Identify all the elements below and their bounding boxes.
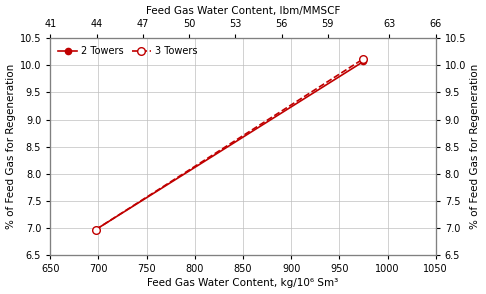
Legend: 2 Towers, 3 Towers: 2 Towers, 3 Towers (55, 43, 201, 59)
X-axis label: Feed Gas Water Content, lbm/MMSCF: Feed Gas Water Content, lbm/MMSCF (146, 6, 340, 16)
Line: 3 Towers: 3 Towers (92, 55, 367, 233)
X-axis label: Feed Gas Water Content, kg/10⁶ Sm³: Feed Gas Water Content, kg/10⁶ Sm³ (147, 278, 339, 288)
Y-axis label: % of Feed Gas for Regeneration: % of Feed Gas for Regeneration (470, 64, 481, 229)
2 Towers (93, 228, 99, 231)
Line: 2 Towers: 2 Towers (92, 58, 366, 233)
2 Towers (361, 60, 366, 63)
Y-axis label: % of Feed Gas for Regeneration: % of Feed Gas for Regeneration (5, 64, 16, 229)
3 Towers (361, 57, 366, 61)
3 Towers (93, 228, 99, 231)
